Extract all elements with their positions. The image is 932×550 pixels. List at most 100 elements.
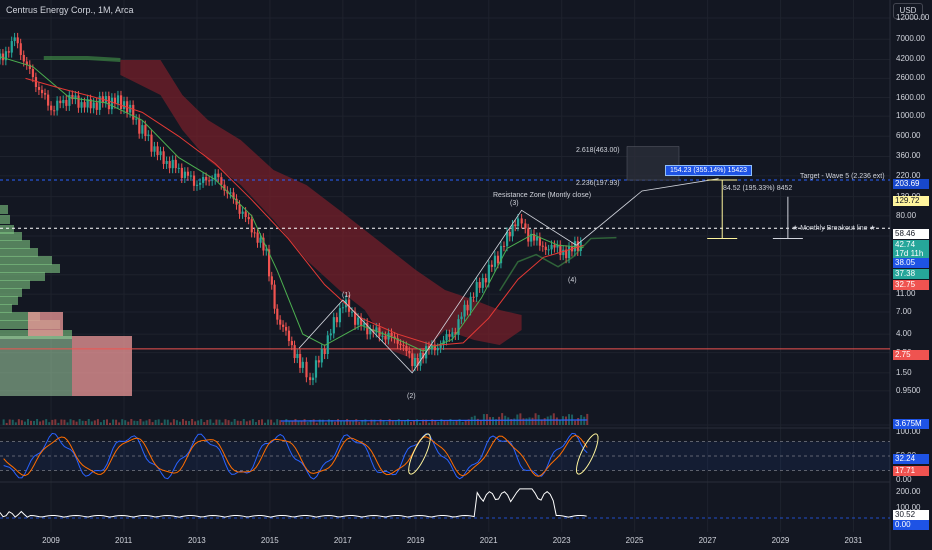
volume-bar bbox=[26, 419, 29, 425]
candle-body bbox=[454, 332, 457, 335]
volume-bar bbox=[142, 421, 145, 425]
volume-bar bbox=[467, 419, 470, 425]
volume-bar bbox=[87, 419, 90, 425]
volume-bar bbox=[230, 421, 233, 425]
candle-body bbox=[65, 99, 68, 106]
volume-bar bbox=[440, 419, 443, 425]
candle-body bbox=[396, 338, 399, 344]
time-axis-tick: 2031 bbox=[844, 536, 863, 545]
price-tag: 3.675M bbox=[893, 419, 929, 429]
volume-bar bbox=[303, 419, 306, 425]
candle-body bbox=[141, 125, 144, 134]
candle-body bbox=[366, 322, 369, 335]
volume-bar bbox=[321, 419, 324, 425]
wave-3-label: (3) bbox=[510, 200, 519, 207]
volume-bar bbox=[130, 419, 133, 425]
breakout-label: ★ Monthly Breakout line ★ bbox=[792, 225, 876, 232]
time-axis-tick: 2013 bbox=[187, 536, 206, 545]
candle-body bbox=[287, 330, 291, 342]
volume-bar bbox=[273, 422, 276, 425]
candle-body bbox=[223, 184, 226, 191]
candle-body bbox=[205, 177, 208, 181]
currency-button[interactable]: USD bbox=[893, 3, 923, 19]
candle-body bbox=[265, 249, 268, 251]
volume-profile-bar bbox=[0, 288, 22, 297]
candle-body bbox=[135, 118, 138, 120]
volume-bar bbox=[17, 419, 20, 425]
candle-body bbox=[553, 244, 556, 248]
candle-body bbox=[220, 177, 223, 185]
candle-body bbox=[77, 95, 80, 108]
candle-body bbox=[59, 100, 62, 104]
volume-bar bbox=[30, 420, 33, 425]
candle-body bbox=[56, 100, 59, 111]
volume-bar bbox=[464, 420, 467, 425]
volume-bar bbox=[57, 422, 60, 425]
candle-body bbox=[7, 51, 10, 53]
highlight-ellipse bbox=[408, 433, 431, 475]
candle-body bbox=[104, 96, 107, 103]
volume-bar bbox=[178, 421, 181, 425]
volume-bar bbox=[36, 419, 39, 425]
wave-2-label: (2) bbox=[407, 393, 416, 400]
candle-body bbox=[520, 218, 523, 224]
candle-body bbox=[71, 94, 74, 100]
volume-bar bbox=[482, 414, 485, 425]
volume-bar bbox=[306, 422, 309, 425]
candle-body bbox=[235, 198, 238, 205]
volume-bar bbox=[175, 420, 178, 425]
volume-bar bbox=[501, 413, 504, 425]
candle-body bbox=[262, 237, 265, 251]
volume-bar bbox=[224, 419, 227, 425]
volume-bar bbox=[148, 419, 151, 425]
volume-bar bbox=[181, 419, 184, 425]
candle-body bbox=[174, 159, 177, 169]
volume-bar bbox=[419, 422, 422, 425]
volume-bar bbox=[118, 422, 121, 425]
candle-body bbox=[80, 102, 83, 108]
volume-bar bbox=[236, 420, 239, 425]
volume-bar bbox=[267, 419, 270, 425]
candle-body bbox=[363, 322, 366, 326]
lagging-span bbox=[499, 236, 617, 292]
candle-body bbox=[556, 244, 559, 248]
candle-body bbox=[290, 341, 294, 346]
volume-bar bbox=[99, 422, 102, 425]
chart-title: Centrus Energy Corp., 1M, Arca bbox=[6, 5, 134, 15]
candle-body bbox=[508, 231, 511, 237]
candle-body bbox=[448, 334, 451, 337]
candle-body bbox=[360, 317, 363, 326]
volume-bar bbox=[276, 419, 279, 425]
time-axis-tick: 2015 bbox=[260, 536, 279, 545]
candle-body bbox=[74, 95, 77, 100]
volume-bar bbox=[558, 420, 561, 425]
candle-body bbox=[150, 134, 153, 152]
candle-body bbox=[411, 353, 414, 367]
volume-bar bbox=[194, 421, 197, 425]
candle-body bbox=[332, 317, 335, 334]
volume-profile-bar bbox=[0, 232, 22, 241]
candle-body bbox=[547, 249, 550, 251]
candle-body bbox=[439, 344, 442, 348]
candle-body bbox=[305, 361, 308, 378]
volume-bar bbox=[546, 416, 549, 425]
candle-body bbox=[524, 223, 527, 229]
volume-bar bbox=[227, 420, 230, 425]
candle-body bbox=[299, 353, 302, 368]
price-axis-tick: 2600.00 bbox=[896, 73, 925, 83]
candle-body bbox=[576, 241, 579, 251]
volume-bar bbox=[337, 419, 340, 425]
volume-bar bbox=[327, 419, 330, 425]
price-tag: 32.24 bbox=[893, 454, 929, 464]
candle-body bbox=[211, 179, 214, 181]
measure-box-big[interactable]: 154.23 (355.14%) 15423 bbox=[665, 165, 753, 176]
elliott-wave-path bbox=[298, 178, 719, 374]
wave-4-label: (4) bbox=[568, 277, 577, 284]
candle-body bbox=[159, 151, 162, 156]
volume-bar bbox=[115, 419, 118, 425]
volume-bar bbox=[394, 421, 397, 425]
price-tag: 129.72 bbox=[893, 196, 929, 206]
price-axis-tick: 11.00 bbox=[896, 289, 916, 299]
volume-bar bbox=[488, 417, 491, 425]
